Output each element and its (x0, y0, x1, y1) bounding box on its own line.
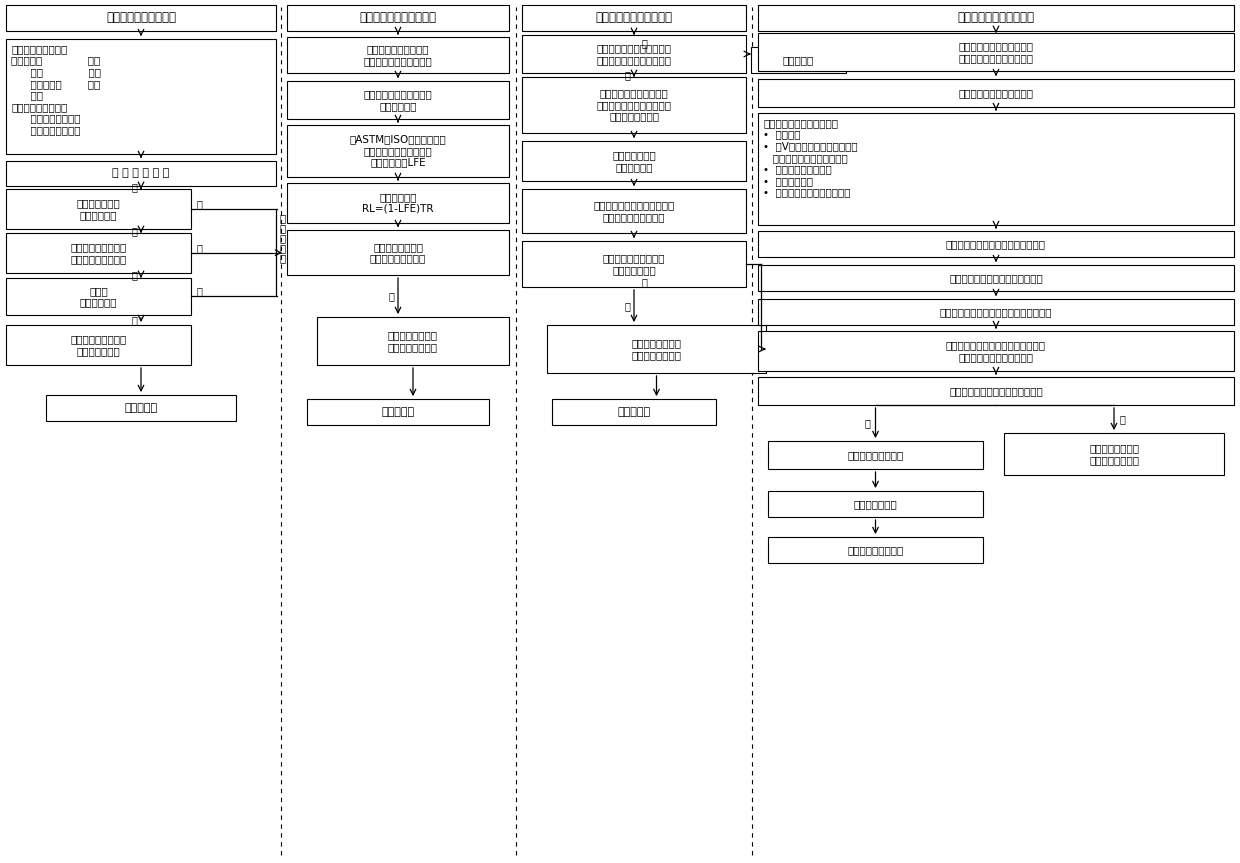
FancyBboxPatch shape (522, 35, 746, 73)
Text: 输入新的应力和温度，计算寿
命损耗系数和剩余寿命: 输入新的应力和温度，计算寿 命损耗系数和剩余寿命 (594, 200, 675, 222)
FancyBboxPatch shape (758, 79, 1234, 107)
Text: 二: 二 (280, 223, 286, 233)
Text: 第三级评定：厚截面部件: 第三级评定：厚截面部件 (957, 11, 1034, 24)
Text: 蒸汽温度记录是否有
不合适或者减少: 蒸汽温度记录是否有 不合适或者减少 (71, 334, 126, 356)
FancyBboxPatch shape (317, 317, 508, 365)
FancyBboxPatch shape (286, 125, 508, 177)
Text: 是: 是 (196, 243, 202, 253)
FancyBboxPatch shape (768, 537, 983, 563)
Text: 如可能，测量关键部位应变: 如可能，测量关键部位应变 (959, 88, 1033, 98)
Text: 第三级评定: 第三级评定 (618, 407, 651, 417)
Text: 剩余寿命是否大于设计的延长寿命: 剩余寿命是否大于设计的延长寿命 (949, 386, 1043, 396)
FancyBboxPatch shape (522, 141, 746, 181)
Text: 是: 是 (196, 199, 202, 209)
FancyBboxPatch shape (6, 39, 277, 154)
Text: 否: 否 (131, 270, 136, 280)
Text: 绘制蒸汽温度分布图：
核算以获得正常金属温度: 绘制蒸汽温度分布图： 核算以获得正常金属温度 (363, 44, 433, 66)
Text: 输入测定温度、压力、尺寸、应变: 输入测定温度、压力、尺寸、应变 (949, 273, 1043, 283)
Text: 第一级评定: 第一级评定 (124, 403, 157, 413)
Text: 回 答 关 键 问 题: 回 答 关 键 问 题 (113, 168, 170, 179)
FancyBboxPatch shape (6, 161, 277, 186)
FancyBboxPatch shape (286, 37, 508, 73)
Text: 收集设计和运行资料
设计：尺寸              压力
      材料              温度
      最小的持久        应力
 : 收集设计和运行资料 设计：尺寸 压力 材料 温度 最小的持久 应力 (11, 44, 100, 135)
FancyBboxPatch shape (758, 331, 1234, 371)
Text: 第一级评定：厚截面部件: 第一级评定：厚截面部件 (360, 11, 436, 24)
Text: 是: 是 (1118, 414, 1125, 424)
FancyBboxPatch shape (522, 241, 746, 287)
Text: 第二级评定: 第二级评定 (382, 407, 414, 417)
FancyBboxPatch shape (6, 189, 191, 229)
Text: 输入电厂和综合计划: 输入电厂和综合计划 (847, 545, 904, 555)
Text: 是: 是 (388, 291, 394, 301)
FancyBboxPatch shape (768, 491, 983, 517)
Text: 输入设计和正常的参数；
计算工作应力: 输入设计和正常的参数； 计算工作应力 (363, 89, 433, 110)
Text: 否: 否 (131, 315, 136, 325)
FancyBboxPatch shape (286, 230, 508, 275)
FancyBboxPatch shape (522, 5, 746, 31)
Text: 是: 是 (196, 287, 202, 297)
Text: 剩余寿命评定：厚截面: 剩余寿命评定：厚截面 (105, 11, 176, 24)
Text: 第三级评定: 第三级评定 (782, 55, 815, 65)
FancyBboxPatch shape (6, 233, 191, 273)
FancyBboxPatch shape (6, 325, 191, 365)
Text: 估计费用和进度: 估计费用和进度 (853, 499, 898, 509)
Text: 决定进行检修或更换: 决定进行检修或更换 (847, 450, 904, 460)
FancyBboxPatch shape (286, 5, 508, 31)
FancyBboxPatch shape (758, 377, 1234, 405)
Text: 进行疲劳、蠕变和断裂力学分析。计
算出现裂纹后部件剩余寿命: 进行疲劳、蠕变和断裂力学分析。计 算出现裂纹后部件剩余寿命 (946, 340, 1047, 362)
Text: 从ASTM或ISO资料，输入使
用期的最小断裂值，计算
寿命损耗系数LFE: 从ASTM或ISO资料，输入使 用期的最小断裂值，计算 寿命损耗系数LFE (350, 135, 446, 167)
Text: 第: 第 (280, 213, 286, 223)
Text: 是否有
过多的事故史: 是否有 过多的事故史 (79, 286, 118, 307)
Text: 设定检查间隔，保
持准确的运行记录: 设定检查间隔，保 持准确的运行记录 (1089, 444, 1140, 465)
Text: 计算剩余寿命
RL=(1-LFE)TR: 计算剩余寿命 RL=(1-LFE)TR (362, 192, 434, 214)
FancyBboxPatch shape (552, 399, 715, 425)
Text: 套孔取样，并测定材料性能
•  拉伸性能
•  用V型摆锤凹口或断裂力学试
   验，以确定冲击性能或韧性
•  等应力蠕变断裂性能
•  低周疲劳性能
•  : 套孔取样，并测定材料性能 • 拉伸性能 • 用V型摆锤凹口或断裂力学试 验，以确… (763, 118, 858, 198)
FancyBboxPatch shape (758, 231, 1234, 257)
Text: 第二级评定：厚截面部件: 第二级评定：厚截面部件 (595, 11, 672, 24)
FancyBboxPatch shape (547, 325, 766, 373)
Text: 否: 否 (131, 182, 136, 192)
Text: 机组是否有明显
地超低温超压: 机组是否有明显 地超低温超压 (77, 198, 120, 220)
FancyBboxPatch shape (286, 183, 508, 223)
Text: 否: 否 (624, 301, 630, 311)
Text: 采用无损检测法进行详细检
查。测量全部裂纹缺陷尺寸: 采用无损检测法进行详细检 查。测量全部裂纹缺陷尺寸 (959, 41, 1033, 63)
Text: 设定检查间隔，保
持准确的运行记录: 设定检查间隔，保 持准确的运行记录 (631, 338, 682, 360)
FancyBboxPatch shape (6, 5, 277, 31)
FancyBboxPatch shape (286, 81, 508, 119)
Text: 关键部位复膜、电镜等微观结构评价: 关键部位复膜、电镜等微观结构评价 (946, 239, 1047, 249)
FancyBboxPatch shape (308, 399, 489, 425)
Text: 定: 定 (280, 253, 286, 262)
FancyBboxPatch shape (758, 113, 1234, 225)
Text: 有限元瞬时或稳态热分析及结构应力分析: 有限元瞬时或稳态热分析及结构应力分析 (940, 307, 1053, 317)
FancyBboxPatch shape (46, 395, 236, 421)
FancyBboxPatch shape (751, 47, 846, 73)
Text: 剩余寿命是否大于
设计工程的延长寿命: 剩余寿命是否大于 设计工程的延长寿命 (370, 242, 427, 263)
FancyBboxPatch shape (758, 299, 1234, 325)
FancyBboxPatch shape (522, 189, 746, 233)
Text: 否: 否 (864, 418, 870, 428)
FancyBboxPatch shape (6, 278, 191, 315)
Text: 否: 否 (131, 226, 136, 236)
Text: 将来运行是否超过原
始设计的温度、压力: 将来运行是否超过原 始设计的温度、压力 (71, 243, 126, 264)
Text: 仔细进行直观检查，在管孔
带或在焊缝根部是否有裂纹: 仔细进行直观检查，在管孔 带或在焊缝根部是否有裂纹 (596, 43, 672, 65)
Text: 是: 是 (641, 38, 647, 48)
FancyBboxPatch shape (758, 5, 1234, 31)
Text: 级: 级 (280, 233, 286, 243)
Text: 剩余寿命是否大于设计
工程的延长寿命: 剩余寿命是否大于设计 工程的延长寿命 (603, 253, 665, 274)
Text: 否: 否 (624, 70, 630, 80)
Text: 连接蒸电偶，测定温度分
布。监视热电偶温度，以得
到有代表性的数据: 连接蒸电偶，测定温度分 布。监视热电偶温度，以得 到有代表性的数据 (596, 88, 672, 122)
FancyBboxPatch shape (768, 441, 983, 469)
FancyBboxPatch shape (1004, 433, 1224, 475)
FancyBboxPatch shape (758, 33, 1234, 71)
Text: 测定运行压力，
计算工作应力: 测定运行压力， 计算工作应力 (613, 150, 656, 172)
FancyBboxPatch shape (758, 265, 1234, 291)
Text: 是: 是 (641, 277, 647, 287)
FancyBboxPatch shape (522, 77, 746, 133)
Text: 评: 评 (280, 243, 286, 253)
Text: 设定检查间隔，保
持准确的运行记录: 设定检查间隔，保 持准确的运行记录 (388, 331, 438, 352)
